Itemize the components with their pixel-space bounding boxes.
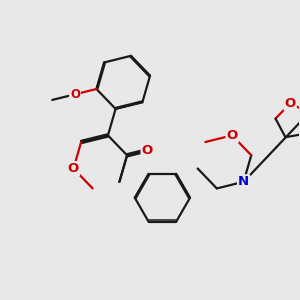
Text: N: N: [238, 175, 249, 188]
Text: O: O: [142, 144, 153, 157]
Text: O: O: [68, 162, 79, 175]
Text: O: O: [70, 88, 80, 101]
Text: O: O: [226, 129, 238, 142]
Text: O: O: [285, 97, 296, 110]
